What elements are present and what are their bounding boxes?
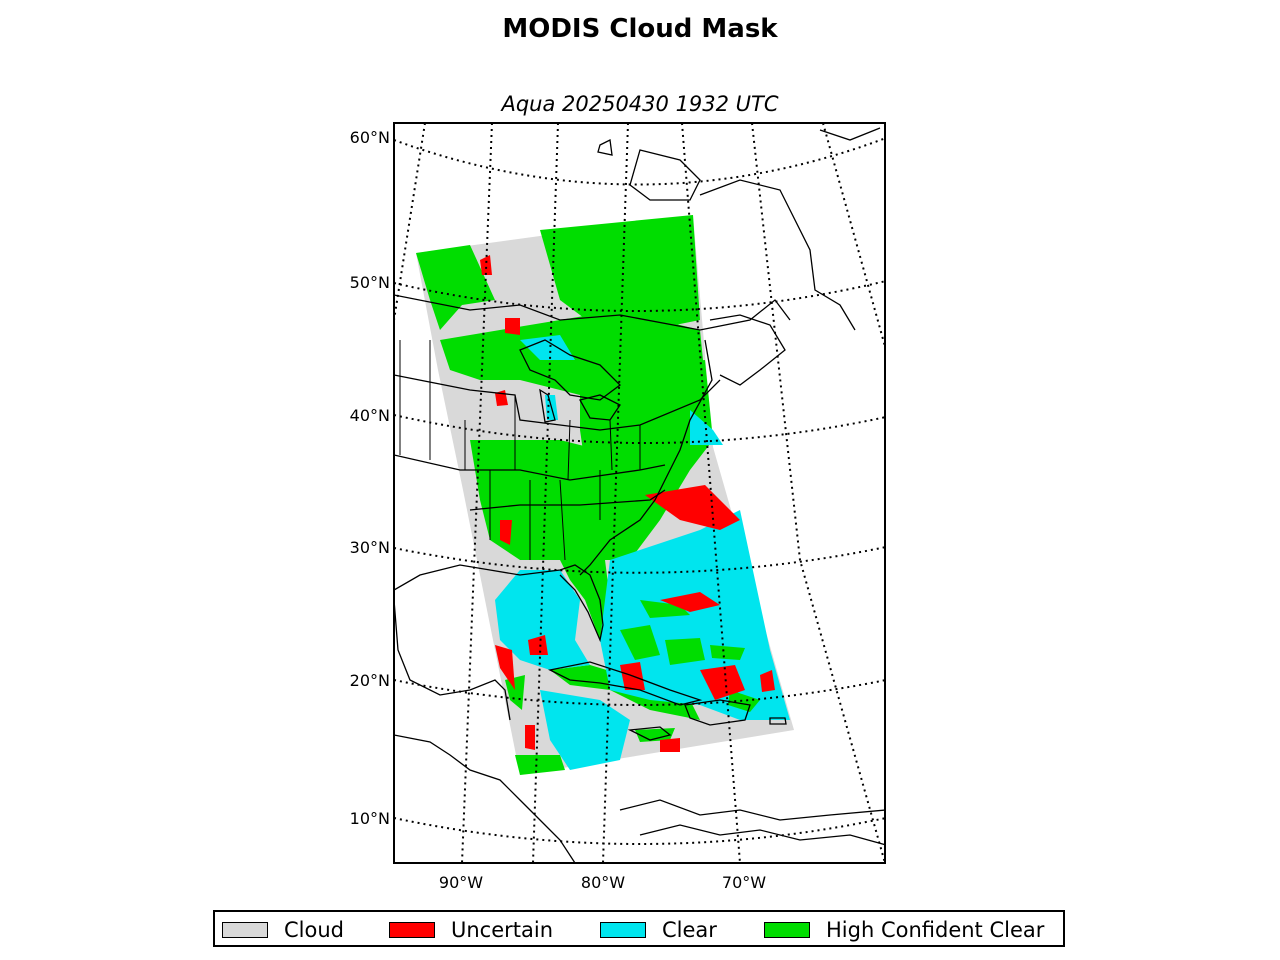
- legend: Cloud Uncertain Clear High Confident Cle…: [213, 910, 1065, 947]
- chart-title: MODIS Cloud Mask: [502, 14, 778, 44]
- graticule-meridians: [394, 123, 885, 863]
- lon-label-80w: 80°W: [580, 873, 626, 892]
- legend-swatch-uncertain: [389, 921, 435, 938]
- graticule-parallels: [394, 137, 885, 845]
- lon-label-90w: 90°W: [438, 873, 484, 892]
- legend-label-clear: Clear: [662, 917, 717, 942]
- legend-label-uncertain: Uncertain: [451, 917, 554, 942]
- lat-label-10n: 10°N: [349, 809, 390, 828]
- lat-label-60n: 60°N: [349, 128, 390, 147]
- lon-label-70w: 70°W: [721, 873, 767, 892]
- map-frame: [393, 122, 886, 864]
- legend-swatch-cloud: [222, 921, 268, 938]
- legend-label-cloud: Cloud: [284, 917, 344, 942]
- legend-swatch-clear: [600, 921, 646, 938]
- legend-swatch-high-confident-clear: [764, 921, 810, 938]
- coastlines: [394, 127, 885, 863]
- legend-item-cloud: Cloud: [222, 912, 344, 947]
- chart-subtitle: Aqua 20250430 1932 UTC: [501, 92, 779, 116]
- lat-label-50n: 50°N: [349, 273, 390, 292]
- legend-item-uncertain: Uncertain: [389, 912, 553, 947]
- legend-label-high-confident-clear: High Confident Clear: [826, 917, 1045, 942]
- lat-label-30n: 30°N: [349, 538, 390, 557]
- lat-label-40n: 40°N: [349, 406, 390, 425]
- clear-ocean-patches: [620, 600, 760, 712]
- uncertain-regions: [480, 255, 775, 752]
- clear-ocean-regions: [495, 335, 790, 770]
- legend-item-clear: Clear: [600, 912, 717, 947]
- legend-item-high-confident-clear: High Confident Clear: [764, 912, 1044, 947]
- state-borders: [399, 340, 641, 561]
- lat-label-20n: 20°N: [349, 671, 390, 690]
